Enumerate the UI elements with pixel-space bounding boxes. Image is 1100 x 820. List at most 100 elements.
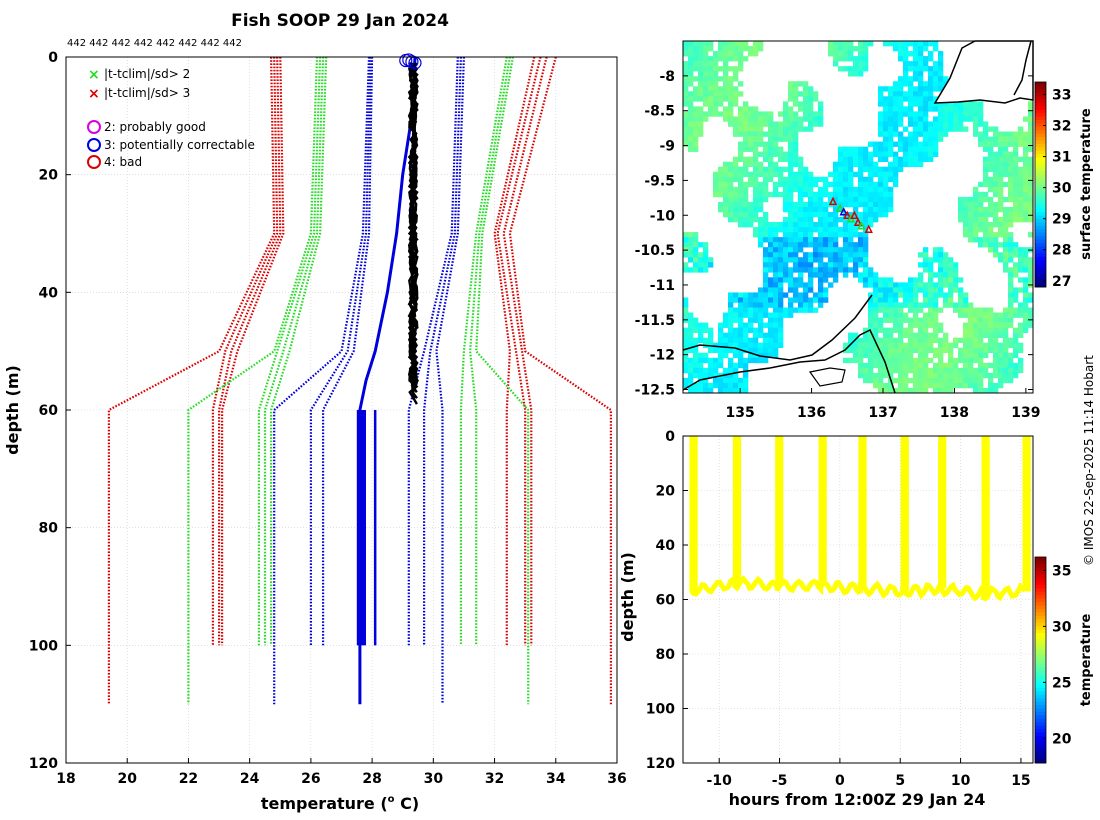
coastlines xyxy=(682,40,1034,394)
sst-cell xyxy=(853,71,859,77)
sst-cell xyxy=(993,161,999,168)
sst-cell xyxy=(803,81,809,87)
sst-cell xyxy=(893,327,899,333)
sst-cell xyxy=(858,242,864,248)
profile-x-tick-label: 36 xyxy=(607,771,626,787)
sst-cell xyxy=(1013,312,1019,318)
sst-cell xyxy=(748,297,754,303)
sst-cell xyxy=(858,362,864,369)
sst-cell xyxy=(803,171,809,178)
sst-cell xyxy=(963,196,969,203)
sst-colorbar-segment xyxy=(1035,167,1046,172)
sst-cell xyxy=(808,307,814,313)
sst-cell xyxy=(748,176,754,183)
sst-cell xyxy=(858,232,864,238)
sst-colorbar-segment xyxy=(1035,194,1046,199)
sst-cell xyxy=(758,131,764,137)
sst-cell xyxy=(808,272,814,278)
sst-cell xyxy=(908,41,914,47)
sst-cell xyxy=(888,357,894,364)
sst-cell xyxy=(758,46,764,52)
sst-cell xyxy=(913,41,919,47)
sst-cell xyxy=(888,362,894,369)
sst-cell xyxy=(688,257,694,263)
sst-cell xyxy=(683,312,689,318)
sst-cell xyxy=(883,131,889,137)
sst-cell xyxy=(853,151,859,157)
sst-cell xyxy=(903,91,909,97)
sst-cell xyxy=(788,191,794,198)
sst-cell xyxy=(763,121,769,127)
sst-cell xyxy=(848,347,854,354)
sst-cell xyxy=(923,342,929,349)
sst-cell xyxy=(938,247,944,253)
sst-cell xyxy=(713,382,719,389)
sst-cell xyxy=(878,141,884,147)
sst-cell xyxy=(753,357,759,364)
sst-cell xyxy=(838,247,844,253)
sst-cell xyxy=(878,382,884,389)
sst-cell xyxy=(728,217,734,223)
sst-cell xyxy=(918,131,924,137)
sst-cell xyxy=(948,347,954,354)
sst-cell xyxy=(758,151,764,157)
sst-cell xyxy=(933,81,939,87)
sst-cell xyxy=(913,56,919,62)
sst-cell xyxy=(1008,372,1014,379)
sst-cell xyxy=(778,151,784,157)
sst-cell xyxy=(708,111,714,117)
profile-y-tick-label: 40 xyxy=(39,285,59,301)
sst-cell xyxy=(768,116,774,122)
sst-cell xyxy=(873,317,879,323)
sst-cell xyxy=(888,287,894,293)
sst-cell xyxy=(733,387,739,394)
sst-cell xyxy=(843,51,849,57)
sst-cell xyxy=(938,327,944,333)
sst-cell xyxy=(958,101,964,107)
sst-cell xyxy=(878,277,884,283)
sst-cell xyxy=(713,66,719,72)
sst-cell xyxy=(1018,131,1024,137)
sst-cell xyxy=(833,166,839,173)
sst-cell xyxy=(743,297,749,303)
sst-colorbar-segment xyxy=(1035,232,1046,237)
sst-cell xyxy=(938,367,944,374)
sst-cell xyxy=(758,181,764,188)
sst-cell xyxy=(773,277,779,283)
sst-cell xyxy=(1003,332,1009,338)
sst-cell xyxy=(803,96,809,102)
sst-cell xyxy=(728,382,734,389)
sst-cell xyxy=(683,237,689,243)
sst-cell xyxy=(908,277,914,283)
sst-cell xyxy=(978,347,984,354)
sst-cell xyxy=(918,121,924,127)
sst-cell xyxy=(813,272,819,278)
sst-cell xyxy=(1018,332,1024,338)
sst-cell xyxy=(698,257,704,263)
legend-x-red-icon: × xyxy=(88,86,100,102)
sst-colorbar-segment xyxy=(1035,150,1046,155)
sst-cell xyxy=(888,372,894,379)
sst-cell xyxy=(1003,161,1009,168)
temp-colorbar-segment xyxy=(1035,704,1046,709)
sst-cell xyxy=(723,317,729,323)
sst-cell xyxy=(703,242,709,248)
sst-cell xyxy=(993,191,999,198)
sst-cell xyxy=(793,252,799,258)
sst-cell xyxy=(1023,307,1029,313)
sst-cell xyxy=(683,297,689,303)
sst-cell xyxy=(863,362,869,369)
profile-x-ticks: 18 20 22 24 26 28 30 32 34 36 xyxy=(56,758,627,787)
sst-cell xyxy=(788,126,794,132)
sst-cell xyxy=(888,106,894,112)
sst-cell xyxy=(948,257,954,263)
sst-cell xyxy=(958,347,964,354)
sst-cell xyxy=(948,357,954,364)
sst-cell xyxy=(738,327,744,333)
sst-cell xyxy=(718,387,724,394)
ts-cast-bar xyxy=(1022,436,1031,592)
sst-cell xyxy=(728,206,734,213)
map-y-tick-label: -10.5 xyxy=(635,243,675,259)
sst-cell xyxy=(883,387,889,394)
sst-colorbar-segment xyxy=(1035,228,1046,233)
